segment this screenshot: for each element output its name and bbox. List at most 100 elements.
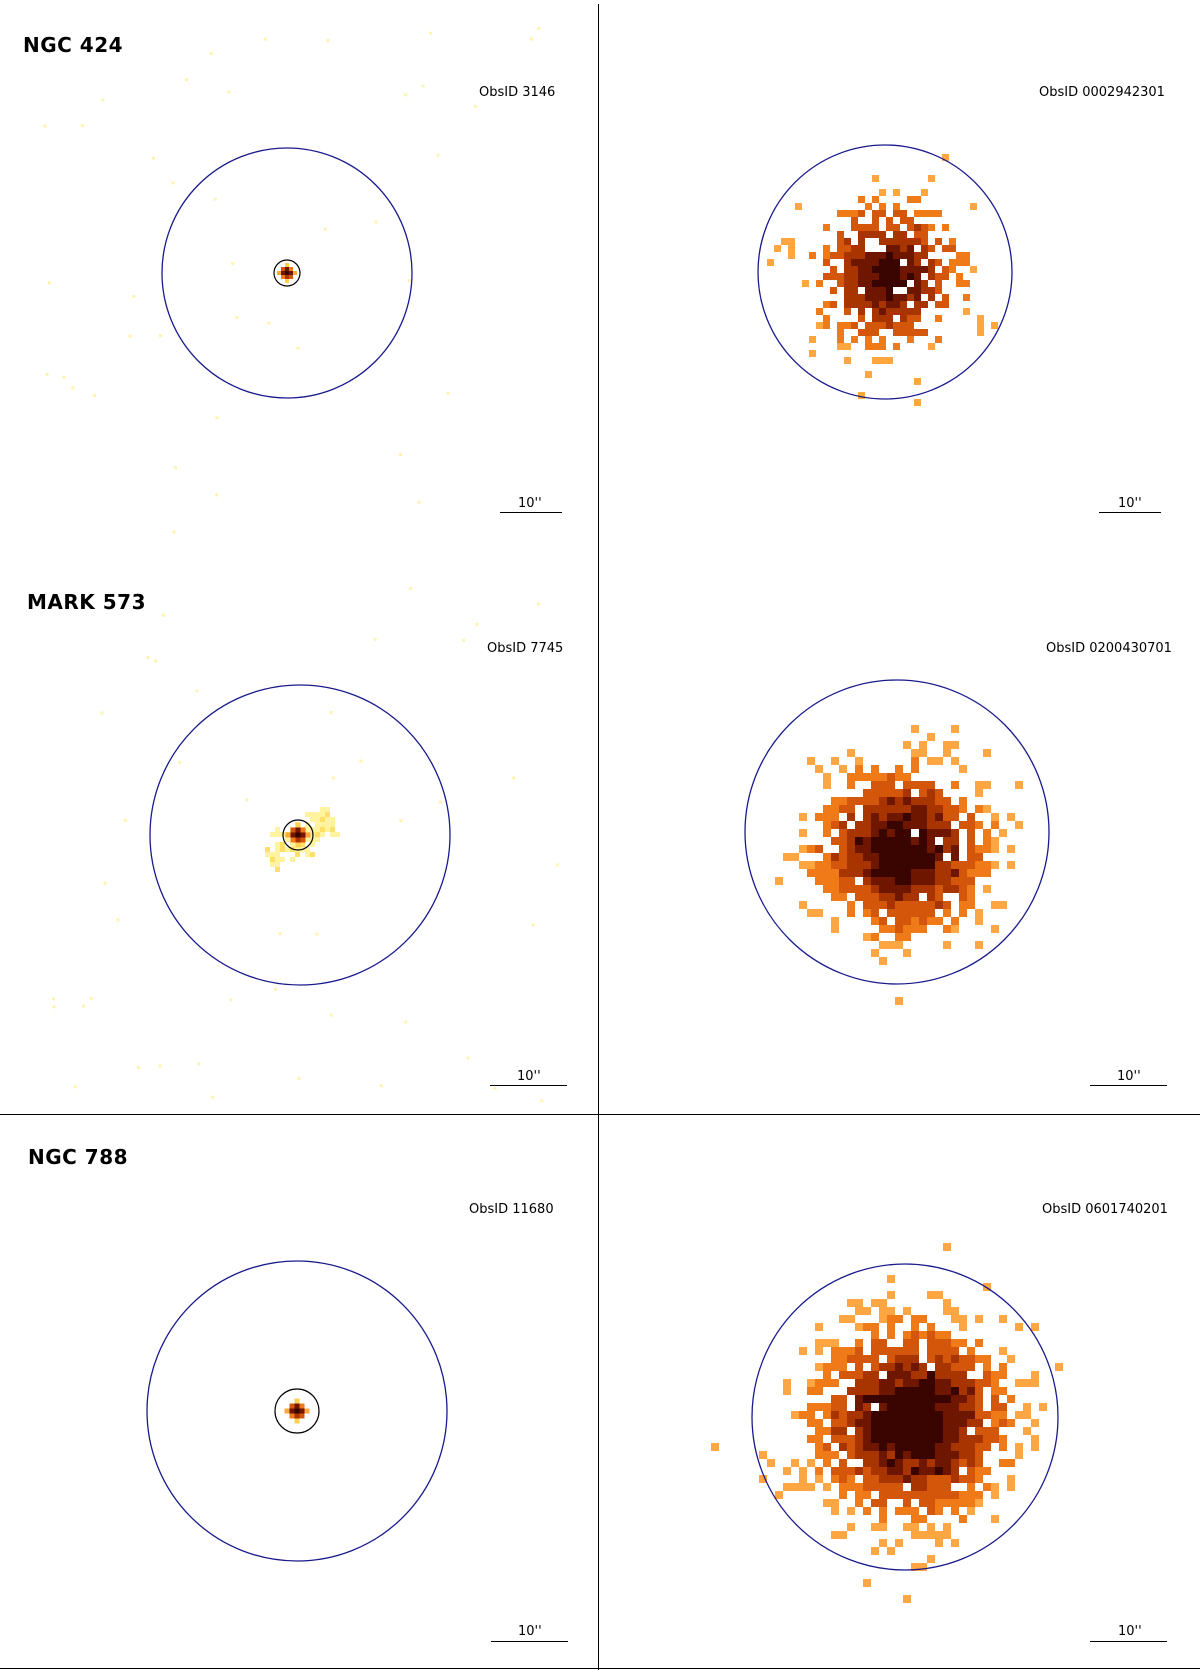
count-pixel: [865, 294, 872, 301]
count-pixel: [927, 829, 935, 837]
count-pixel: [914, 231, 921, 238]
count-pixel: [999, 1419, 1007, 1427]
count-pixel: [855, 1435, 863, 1443]
count-pixel: [267, 321, 271, 325]
count-pixel: [991, 1419, 999, 1427]
count-pixel: [887, 1451, 895, 1459]
count-pixel: [928, 287, 935, 294]
count-pixel: [304, 1408, 310, 1414]
count-pixel: [903, 1411, 911, 1419]
count-pixel: [927, 1475, 935, 1483]
count-pixel: [759, 1451, 767, 1459]
count-pixel: [928, 259, 935, 266]
count-pixel: [991, 1403, 999, 1411]
count-pixel: [887, 1323, 895, 1331]
count-pixel: [858, 210, 865, 217]
count-pixel: [911, 805, 919, 813]
count-pixel: [911, 1315, 919, 1323]
count-pixel: [879, 901, 887, 909]
count-pixel: [831, 869, 839, 877]
count-pixel: [871, 829, 879, 837]
count-pixel: [831, 893, 839, 901]
count-pixel: [855, 1427, 863, 1435]
count-pixel: [871, 1363, 879, 1371]
count-pixel: [895, 1347, 903, 1355]
count-pixel: [887, 877, 895, 885]
count-pixel: [970, 266, 977, 273]
count-pixel: [816, 322, 823, 329]
count-pixel: [887, 925, 895, 933]
count-pixel: [943, 1443, 951, 1451]
count-pixel: [879, 829, 887, 837]
count-pixel: [847, 1475, 855, 1483]
count-pixel: [927, 853, 935, 861]
count-pixel: [975, 821, 983, 829]
count-pixel: [911, 1483, 919, 1491]
count-pixel: [863, 829, 871, 837]
count-pixel: [871, 869, 879, 877]
count-pixel: [227, 90, 231, 94]
count-pixel: [815, 877, 823, 885]
count-pixel: [893, 259, 900, 266]
count-pixel: [466, 1056, 470, 1060]
count-pixel: [900, 294, 907, 301]
count-pixel: [831, 1379, 839, 1387]
count-pixel: [863, 1507, 871, 1515]
count-pixel: [887, 1395, 895, 1403]
count-pixel: [886, 217, 893, 224]
count-pixel: [847, 901, 855, 909]
count-pixel: [871, 901, 879, 909]
count-pixel: [919, 1451, 927, 1459]
count-pixel: [823, 813, 831, 821]
count-pixel: [911, 821, 919, 829]
count-pixel: [783, 1387, 791, 1395]
count-pixel: [871, 1467, 879, 1475]
count-pixel: [919, 837, 927, 845]
count-pixel: [831, 1339, 839, 1347]
count-pixel: [935, 1347, 943, 1355]
count-pixel: [281, 267, 285, 271]
count-pixel: [320, 832, 325, 837]
count-pixel: [983, 1435, 991, 1443]
count-pixel: [927, 757, 935, 765]
count-pixel: [310, 812, 315, 817]
count-pixel: [919, 1419, 927, 1427]
count-pixel: [844, 273, 851, 280]
count-pixel: [935, 1371, 943, 1379]
count-pixel: [285, 263, 289, 267]
count-pixel: [951, 1459, 959, 1467]
count-pixel: [967, 885, 975, 893]
count-pixel: [911, 1523, 919, 1531]
count-pixel: [844, 301, 851, 308]
count-pixel: [967, 1411, 975, 1419]
count-pixel: [315, 822, 320, 827]
count-pixel: [943, 741, 951, 749]
count-pixel: [540, 1099, 544, 1103]
count-pixel: [195, 689, 199, 693]
count-pixel: [959, 1355, 967, 1363]
count-pixel: [911, 885, 919, 893]
count-pixel: [914, 210, 921, 217]
count-pixel: [975, 1403, 983, 1411]
count-pixel: [903, 1355, 911, 1363]
count-pixel: [999, 1403, 1007, 1411]
count-pixel: [556, 863, 560, 867]
count-pixel: [473, 104, 477, 108]
count-pixel: [887, 821, 895, 829]
count-pixel: [329, 1013, 333, 1017]
count-pixel: [823, 1499, 831, 1507]
count-pixel: [935, 757, 943, 765]
count-pixel: [975, 789, 983, 797]
count-pixel: [911, 1427, 919, 1435]
count-pixel: [943, 1363, 951, 1371]
count-pixel: [807, 1387, 815, 1395]
count-pixel: [895, 1379, 903, 1387]
count-pixel: [863, 1387, 871, 1395]
count-pixel: [791, 1411, 799, 1419]
count-pixel: [951, 1443, 959, 1451]
count-pixel: [963, 280, 970, 287]
count-pixel: [863, 813, 871, 821]
count-pixel: [855, 773, 863, 781]
count-pixel: [295, 842, 301, 848]
count-pixel: [903, 893, 911, 901]
